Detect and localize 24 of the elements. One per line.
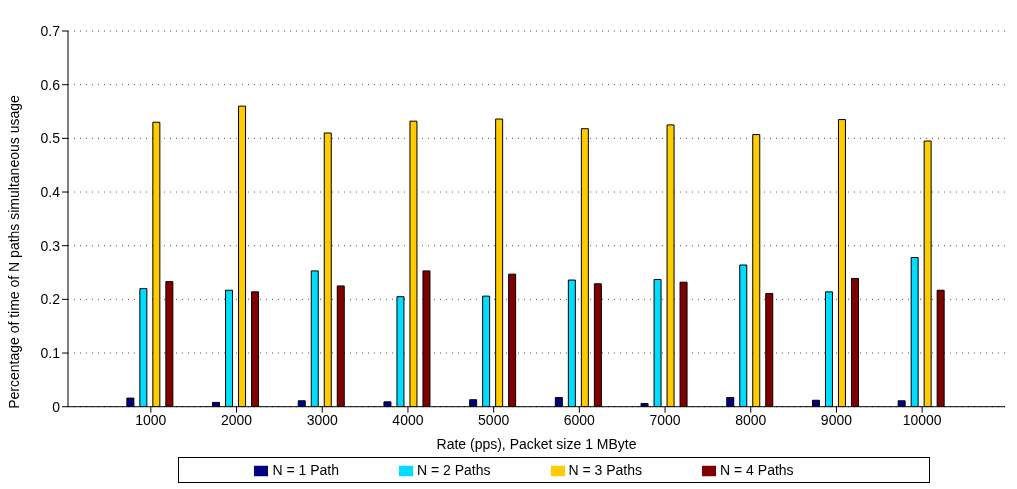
x-tick-label: 9000 (820, 411, 853, 428)
y-axis-title: Percentage of time of N paths simultaneous usage (5, 95, 22, 409)
legend-label: N = 2 Paths (416, 461, 491, 478)
x-tick-label: 1000 (135, 411, 167, 428)
y-tick-label: 0.1 (40, 345, 61, 361)
x-axis-title: Rate (pps), Packet size 1 MByte (436, 435, 637, 452)
x-tick-label: 5000 (478, 411, 510, 428)
y-tick-label: 0.4 (40, 183, 61, 200)
y-tick-label: 0.6 (40, 76, 61, 93)
x-tick-label: 2000 (220, 411, 253, 428)
legend-label: N = 3 Paths (568, 461, 643, 478)
legend-label: N = 4 Paths (720, 461, 794, 478)
y-tick-label: 0.3 (40, 237, 61, 254)
y-tick-label: 0.2 (40, 291, 61, 308)
y-tick-label: 0.5 (40, 130, 61, 147)
x-tick-label: 8000 (735, 411, 767, 428)
legend-label: N = 1 Path (272, 461, 339, 478)
y-tick-label: 0.7 (40, 22, 61, 39)
x-tick-label: 3000 (306, 411, 339, 428)
x-tick-label: 6000 (563, 411, 596, 428)
x-tick-label: 10000 (902, 411, 942, 428)
x-tick-label: 4000 (392, 411, 424, 428)
x-tick-label: 7000 (649, 411, 681, 428)
y-tick-label: 0 (52, 398, 61, 415)
